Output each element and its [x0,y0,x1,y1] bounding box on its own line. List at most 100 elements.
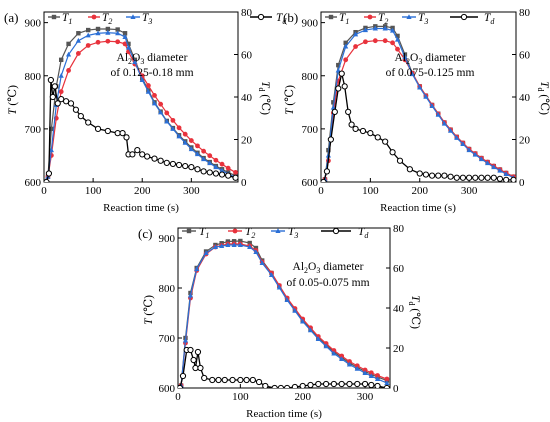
point-Td [428,172,436,179]
point-T3 [417,84,423,90]
point-T2 [368,370,374,376]
x-axis-label: Reaction time (s) [103,202,179,214]
x-tick-label: 200 [411,185,428,197]
point-T3 [423,93,429,99]
series-Td [321,70,516,182]
svg-text:T3: T3 [418,12,428,26]
y-tick-label: 800 [302,71,319,83]
point-Td [315,380,322,388]
svg-text:T1: T1 [62,12,72,26]
legend: T1 T2 T3 [325,12,428,26]
point-Td [277,384,284,388]
point-T2 [343,57,349,63]
point-T3 [125,44,132,50]
point-T3 [259,260,265,265]
x-tick-label: 0 [41,185,47,197]
point-T2 [182,131,188,137]
point-T3 [188,146,194,152]
panel-b: (b) 0 100 200 300 600 700 800 900 0 20 40 60 80 T1 T… [283,7,550,214]
point-T3 [276,284,282,290]
point-T1 [231,239,237,244]
point-T1 [122,31,128,36]
point-Td [215,376,222,384]
point-Td [271,384,278,388]
point-T3 [497,167,503,173]
y-tick-label: 900 [302,18,319,30]
point-Td [221,376,228,384]
point-T3 [460,141,466,147]
y-right-tick-label: 20 [241,135,253,147]
point-Td [206,169,213,176]
annotation-line-2: of 0.075-0.125 mm [386,67,475,79]
y-axis-label-left: T (℃) [143,295,155,325]
point-Td [359,127,367,135]
point-T2 [372,38,378,44]
point-T2 [213,157,219,163]
x-tick-label: 100 [232,391,249,403]
point-T3 [182,139,188,145]
point-T2 [95,39,101,45]
legend-T2: T2 [228,226,255,240]
legend-T3: T3 [271,226,298,240]
point-Td [58,96,65,103]
x-tick-label: 300 [461,185,478,197]
x-tick-label: 300 [357,391,374,403]
point-T3 [130,14,136,19]
point-T2 [122,41,128,47]
tick-layer: 0 100 200 300 600 700 800 900 0 20 40 60 80 [25,7,253,197]
point-Td [51,83,58,90]
series-Td [44,76,238,182]
point-Td [144,153,151,160]
point-T3 [95,30,101,36]
point-Td [341,83,348,90]
series-layer [44,26,238,182]
point-T3 [203,250,209,255]
y-right-tick-label: 20 [519,135,531,147]
point-T3 [75,37,81,43]
y-axis-label-right: Td (℃) [536,81,550,115]
legend: T1 T2 T3 [48,12,152,26]
point-T3 [374,376,381,381]
point-T3 [368,373,374,378]
svg-text:Td: Td [276,12,287,26]
point-T3 [409,71,415,77]
point-Td [129,151,136,158]
point-T3 [201,156,207,162]
legend-T3: T3 [126,12,152,26]
point-T2 [145,83,151,88]
point-T3 [247,244,253,249]
point-T3 [454,135,460,140]
point-T1 [238,238,243,244]
point-Td [229,376,236,384]
point-T3 [300,318,306,324]
y-tick-label: 700 [159,333,176,345]
point-Td [383,384,390,388]
point-T2 [395,46,400,52]
point-Td [374,134,381,141]
legend-Td: Td [321,226,369,240]
tick-layer: 0 100 200 300 600 700 800 900 0 20 40 60 80 [159,223,405,403]
point-Td [453,174,460,181]
point-Td [367,130,374,137]
point-T3 [472,151,478,157]
point-T3 [176,133,182,139]
point-T1 [328,14,334,20]
point-T3 [503,171,509,177]
point-Td [346,380,353,388]
point-Td [361,380,369,388]
point-Td [330,380,337,388]
point-T3 [170,126,176,131]
point-T2 [152,93,157,98]
point-Td [503,176,510,182]
point-T3 [164,118,170,124]
point-Td [459,174,467,181]
svg-text:T2: T2 [102,12,112,26]
series-layer [178,238,390,388]
legend-T1: T1 [325,12,349,26]
point-Td [345,108,352,115]
point-T1 [331,100,336,105]
y-right-tick-label: 0 [519,177,525,189]
y-tick-label: 800 [25,71,42,83]
point-T2 [201,148,207,154]
point-T2 [362,367,368,373]
